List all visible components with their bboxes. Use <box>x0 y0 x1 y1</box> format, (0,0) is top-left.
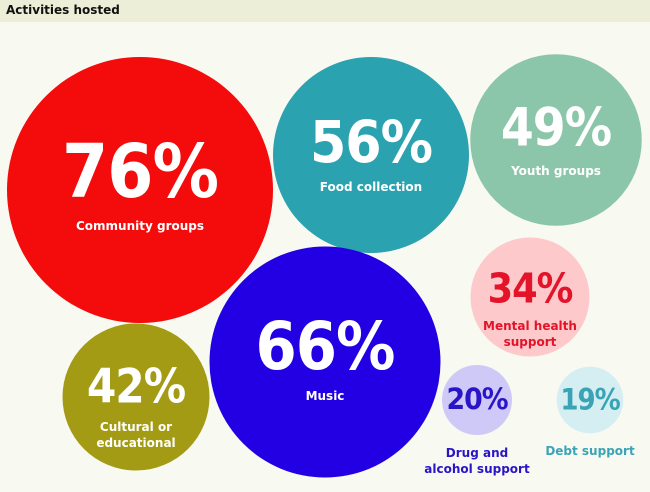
category-label: Community groups <box>75 218 205 233</box>
value-label: 19% <box>560 382 620 417</box>
category-label: Drug and alcohol support <box>424 446 530 477</box>
category-label: Youth groups <box>511 164 601 179</box>
bubble <box>209 246 441 478</box>
value-label: 66% <box>255 308 395 385</box>
value-label: 20% <box>446 382 508 418</box>
category-label: Food collection <box>319 180 423 195</box>
bubble <box>442 365 512 435</box>
bubble <box>470 54 642 226</box>
chart-title: Activities hosted <box>6 3 120 17</box>
header-bar: Activities hosted <box>0 0 650 22</box>
category-label: Music <box>305 388 345 403</box>
value-label: 49% <box>500 97 612 159</box>
value-label: 42% <box>86 359 186 415</box>
bubble <box>470 237 590 357</box>
category-label: Debt support <box>545 444 635 459</box>
value-label: 56% <box>309 108 433 177</box>
category-label: Mental health support <box>483 318 577 349</box>
bubble <box>273 57 469 253</box>
bubble <box>7 57 273 323</box>
category-label: Cultural or educational <box>96 419 176 451</box>
bubble <box>62 323 210 471</box>
value-label: 76% <box>61 128 219 215</box>
bubble <box>556 366 624 434</box>
value-label: 34% <box>487 264 574 313</box>
